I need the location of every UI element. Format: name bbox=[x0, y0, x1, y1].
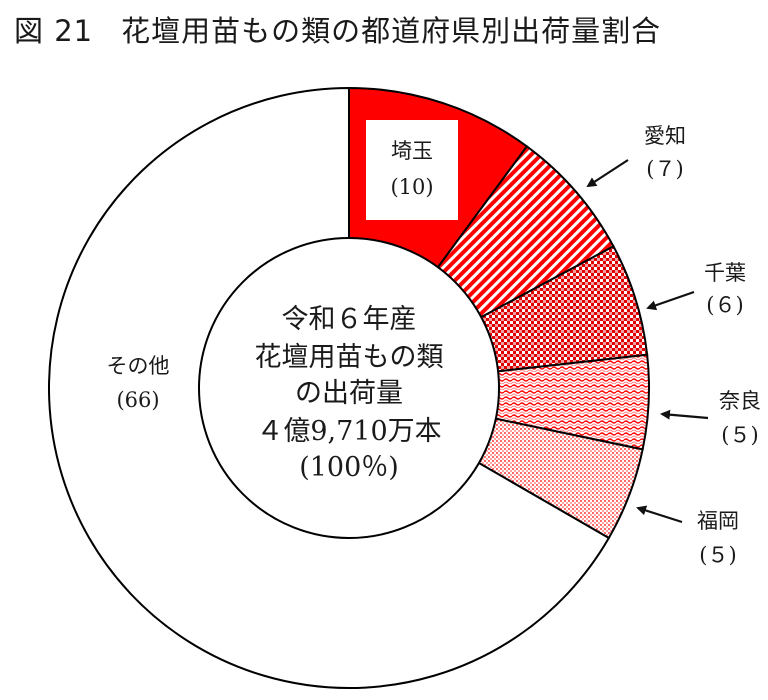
slice-value-label: (６) bbox=[706, 293, 743, 317]
leader-arrow bbox=[586, 159, 629, 188]
slice-name-label: 埼玉 bbox=[391, 139, 433, 163]
slice-value-label: (10) bbox=[390, 175, 433, 199]
chart-title: 図 21 花壇用苗もの類の都道府県別出荷量割合 bbox=[14, 8, 661, 50]
slice-name-label: 千葉 bbox=[704, 261, 746, 285]
leader-arrow bbox=[660, 409, 709, 420]
center-text-line: 花壇用苗もの類 bbox=[255, 342, 444, 373]
center-text-line: の出荷量 bbox=[295, 378, 403, 409]
center-text-line: (100％) bbox=[299, 452, 399, 483]
slice-name-label: 奈良 bbox=[719, 389, 761, 413]
slice-value-label: (５) bbox=[699, 543, 736, 567]
slice-name-label: 福岡 bbox=[697, 509, 739, 533]
slice-value-label: (７) bbox=[646, 157, 683, 181]
slice-value-label: (５) bbox=[721, 423, 758, 447]
slice-name-label: その他 bbox=[107, 354, 170, 378]
center-text-line: ４億9,710万本 bbox=[256, 416, 441, 447]
slice-name-label: 愛知 bbox=[644, 124, 686, 148]
figure-title: 花壇用苗もの類の都道府県別出荷量割合 bbox=[121, 14, 662, 48]
center-text-line: 令和６年産 bbox=[282, 304, 417, 335]
leader-arrow bbox=[636, 505, 683, 524]
leader-arrow bbox=[646, 290, 695, 311]
slice-value-label: (66) bbox=[116, 388, 159, 412]
slice-label-box bbox=[366, 120, 458, 220]
donut-hole bbox=[198, 237, 500, 539]
figure-number: 図 21 bbox=[14, 14, 94, 48]
